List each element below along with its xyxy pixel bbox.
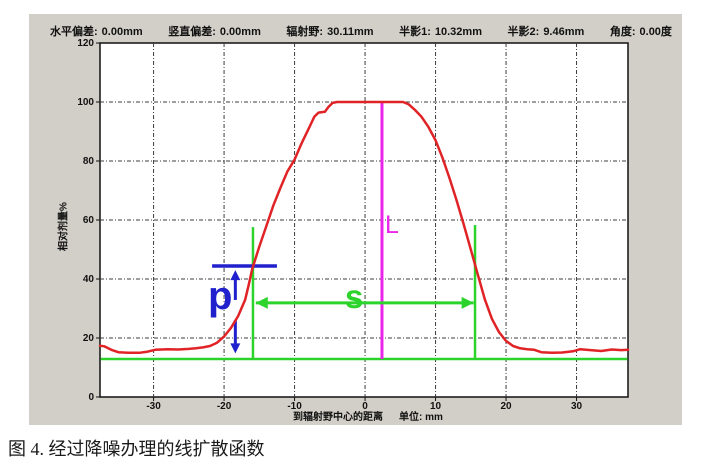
x-axis-unit-text: 单位: mm xyxy=(399,412,443,423)
y-tick-label: 80 xyxy=(83,156,95,167)
lsf-curve xyxy=(98,100,630,355)
arrow-left-icon xyxy=(255,296,268,309)
x-tick-label: 0 xyxy=(362,401,368,412)
y-tick-label: 0 xyxy=(88,392,94,403)
stat-horizontal-deviation: 水平偏差: 0.00mm xyxy=(50,23,143,39)
stat-value: 0.00mm xyxy=(219,26,261,38)
stat-value: 9.46mm xyxy=(543,26,585,38)
y-axis-title: 相对剂量% xyxy=(58,202,70,251)
y-tick-label: 40 xyxy=(83,274,95,285)
stat-value: 0.00mm xyxy=(101,26,143,38)
stat-label: 辐射野: xyxy=(286,26,324,38)
x-tick-label: 20 xyxy=(500,401,512,412)
field-width-label: s xyxy=(345,278,364,315)
y-tick-label: 120 xyxy=(77,38,94,49)
y-tick-label: 100 xyxy=(77,97,94,108)
stat-label: 半影2: xyxy=(507,26,540,38)
x-tick-label: -30 xyxy=(146,401,161,412)
stat-value: 10.32mm xyxy=(434,26,482,38)
penumbra-label: p xyxy=(208,274,233,318)
x-axis-title-text: 到辐射野中心的距离 xyxy=(293,412,384,423)
stat-value: 30.11mm xyxy=(327,26,374,38)
stat-label: 角度: xyxy=(609,26,636,38)
stat-label: 竖直偏差: xyxy=(168,26,216,38)
y-tick-label: 20 xyxy=(83,333,95,344)
x-tick-label: -10 xyxy=(287,401,302,412)
measurement-header: 水平偏差: 0.00mm 竖直偏差: 0.00mm 辐射野: 30.11mm 半影1:… xyxy=(50,23,672,39)
stat-field-width: 辐射野: 30.11mm xyxy=(286,23,373,39)
stat-label: 水平偏差: xyxy=(50,26,98,38)
arrow-down-icon xyxy=(230,343,241,354)
x-tick-label: 30 xyxy=(571,401,583,412)
center-line-label: L xyxy=(385,211,399,239)
arrow-up-icon xyxy=(230,270,241,281)
x-axis-title: 到辐射野中心的距离 单位: mm xyxy=(238,408,498,423)
figure-caption: 图 4. 经过降噪办理的线扩散函数 xyxy=(8,439,265,459)
x-tick-label: 10 xyxy=(430,401,442,412)
stat-label: 半影1: xyxy=(399,26,431,38)
arrow-right-icon xyxy=(461,296,474,309)
x-tick-label: -20 xyxy=(217,401,232,412)
stat-penumbra-1: 半影1: 10.32mm xyxy=(399,23,482,39)
stat-penumbra-2: 半影2: 9.46mm xyxy=(508,23,585,39)
stat-angle: 角度: 0.00度 xyxy=(610,23,672,39)
stat-vertical-deviation: 竖直偏差: 0.00mm xyxy=(168,23,261,39)
y-tick-label: 60 xyxy=(83,215,95,226)
stat-value: 0.00度 xyxy=(639,26,672,38)
